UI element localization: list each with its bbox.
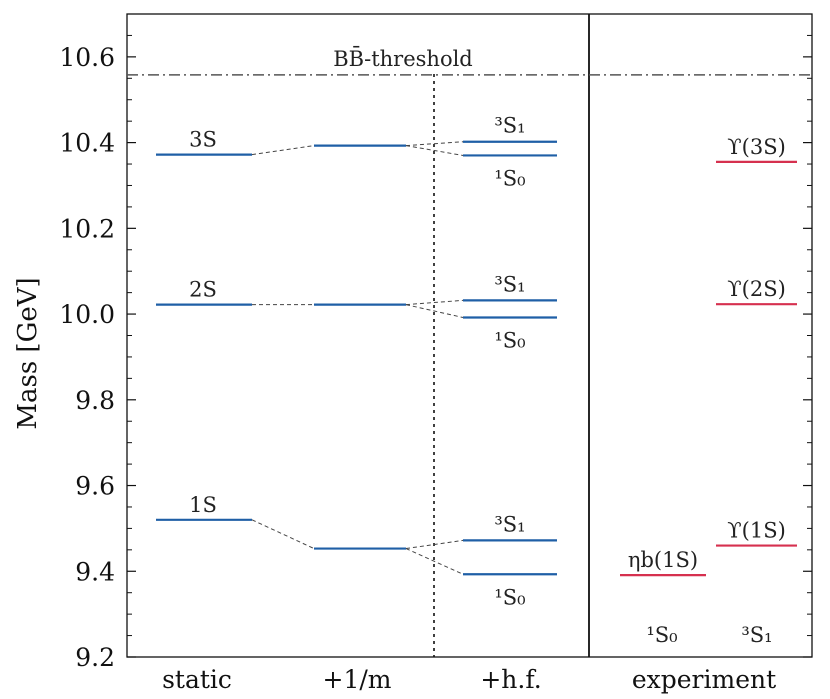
connector-line <box>405 141 464 147</box>
y-tick-label: 10.2 <box>59 214 115 243</box>
x-axis-categories: static +1/m +h.f. experiment ¹S₀ ³S₁ <box>162 623 776 694</box>
connector-lines <box>251 141 464 575</box>
plot-frame <box>126 13 813 658</box>
plot-border <box>126 13 813 658</box>
level-label: ¹S₀ <box>494 328 525 352</box>
connector-line <box>405 548 464 575</box>
level-label: ¹S₀ <box>494 166 525 190</box>
level-label: ϒ(2S) <box>727 277 786 301</box>
x-category-label: +1/m <box>323 665 392 694</box>
level-label: ³S₁ <box>494 272 525 296</box>
y-tick-label: 9.4 <box>75 557 115 586</box>
experiment-column-label: ¹S₀ <box>646 623 677 647</box>
experiment-column-label: ³S₁ <box>741 623 772 647</box>
level-label: ϒ(3S) <box>727 135 786 159</box>
y-tick-label: 10.6 <box>59 43 115 72</box>
level-label: ³S₁ <box>494 114 525 138</box>
threshold-label: BB̄-threshold <box>333 46 473 71</box>
level-labels: 1S 2S 3S ³S₁ ¹S₀ ³S₁ ¹S₀ ³S₁ ¹S₀ ηb(1S) ϒ(1S) ϒ(2S)… <box>189 114 786 610</box>
level-label: ¹S₀ <box>494 585 525 609</box>
level-label: 3S <box>189 128 217 152</box>
y-tick-label: 9.2 <box>75 643 115 672</box>
connector-line <box>251 145 315 156</box>
connector-line <box>405 145 464 156</box>
x-category-label: +h.f. <box>480 665 541 694</box>
level-label: ηb(1S) <box>628 548 698 572</box>
y-tick-label: 9.6 <box>75 472 115 501</box>
level-label: ³S₁ <box>494 512 525 536</box>
level-label: 2S <box>189 278 217 302</box>
x-category-label: experiment <box>632 665 776 694</box>
y-tick-label: 10.4 <box>59 129 115 158</box>
y-tick-label: 10.0 <box>59 300 115 329</box>
energy-levels <box>156 140 797 577</box>
connector-line <box>405 299 464 306</box>
x-category-label: static <box>162 665 232 694</box>
y-axis: 9.2 9.4 9.6 9.8 10.0 10.2 10.4 10.6 <box>59 13 812 672</box>
level-label: 1S <box>189 493 217 517</box>
y-axis-label: Mass [GeV] <box>13 277 43 429</box>
level-label: ϒ(1S) <box>727 519 786 543</box>
connector-line <box>251 519 315 550</box>
connector-line <box>405 304 464 318</box>
connector-line <box>405 539 464 550</box>
y-tick-label: 9.8 <box>75 386 115 415</box>
